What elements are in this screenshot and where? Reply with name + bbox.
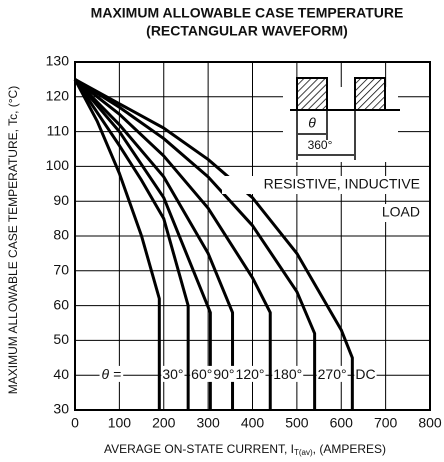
label-bg [99,365,124,382]
label-bg [161,365,185,382]
waveform-inset: θ 360° [283,77,400,162]
legend-label: 270° [318,366,347,382]
label-bg [354,365,377,382]
theta-label: θ [308,115,316,131]
x-tick-label: 800 [418,415,442,431]
x-label-end: , (AMPERES) [313,442,386,456]
label-bg [212,365,236,382]
period-label: 360° [308,138,333,152]
x-tick-label: 0 [71,415,79,431]
plot-border [74,61,431,411]
x-axis-label: AVERAGE ON-STATE CURRENT, IT(av), (AMPER… [104,442,386,457]
y-tick-label: 110 [47,122,70,138]
x-tick-label: 400 [241,415,265,431]
load-annotation: LOAD [382,204,420,220]
y-tick-label: 130 [46,53,70,69]
label-bg [222,176,422,194]
y-tick-label: 30 [53,401,69,417]
x-label-sub: T(av) [294,448,313,457]
legend-label: 60° [191,366,212,382]
y-tick-label: 100 [46,157,70,173]
x-tick-label: 100 [108,415,132,431]
label-bg [316,365,348,382]
legend-label: 120° [236,366,265,382]
curve [73,78,190,410]
curve [74,78,317,410]
label-bg [272,365,304,382]
chart-subtitle: (RECTANGULAR WAVEFORM) [146,23,348,39]
y-tick-label: 40 [53,366,69,382]
y-tick-label: 60 [53,296,69,312]
curve [73,78,235,410]
legend-label: 90° [213,366,234,382]
legend-label: DC [355,366,375,382]
y-tick-label: 120 [46,88,70,104]
y-tick-label: 80 [53,227,69,243]
curve [73,78,212,410]
label-bg [368,204,422,222]
legend-label: 180° [273,366,302,382]
curve [74,78,354,410]
y-axis-label: MAXIMUM ALLOWABLE CASE TEMPERATURE, Tc, … [6,86,20,394]
label-bg [190,365,214,382]
y-tick-label: 50 [53,331,69,347]
pulse [296,77,328,111]
x-label-main: AVERAGE ON-STATE CURRENT, I [104,442,294,456]
load-annotation: RESISTIVE, INDUCTIVE [264,176,420,192]
chart-title: MAXIMUM ALLOWABLE CASE TEMPERATURE [91,5,404,21]
y-tick-label: 90 [53,192,69,208]
theta-prefix: θ = [102,366,122,382]
x-tick-label: 700 [374,415,398,431]
label-bg [234,365,266,382]
x-tick-label: 200 [152,415,176,431]
curve [73,78,161,410]
curve [74,78,272,410]
x-tick-label: 300 [196,415,220,431]
pulse [354,77,386,111]
legend-label: 30° [162,366,183,382]
x-tick-label: 600 [330,415,354,431]
x-tick-label: 500 [285,415,309,431]
y-tick-label: 70 [53,262,69,278]
